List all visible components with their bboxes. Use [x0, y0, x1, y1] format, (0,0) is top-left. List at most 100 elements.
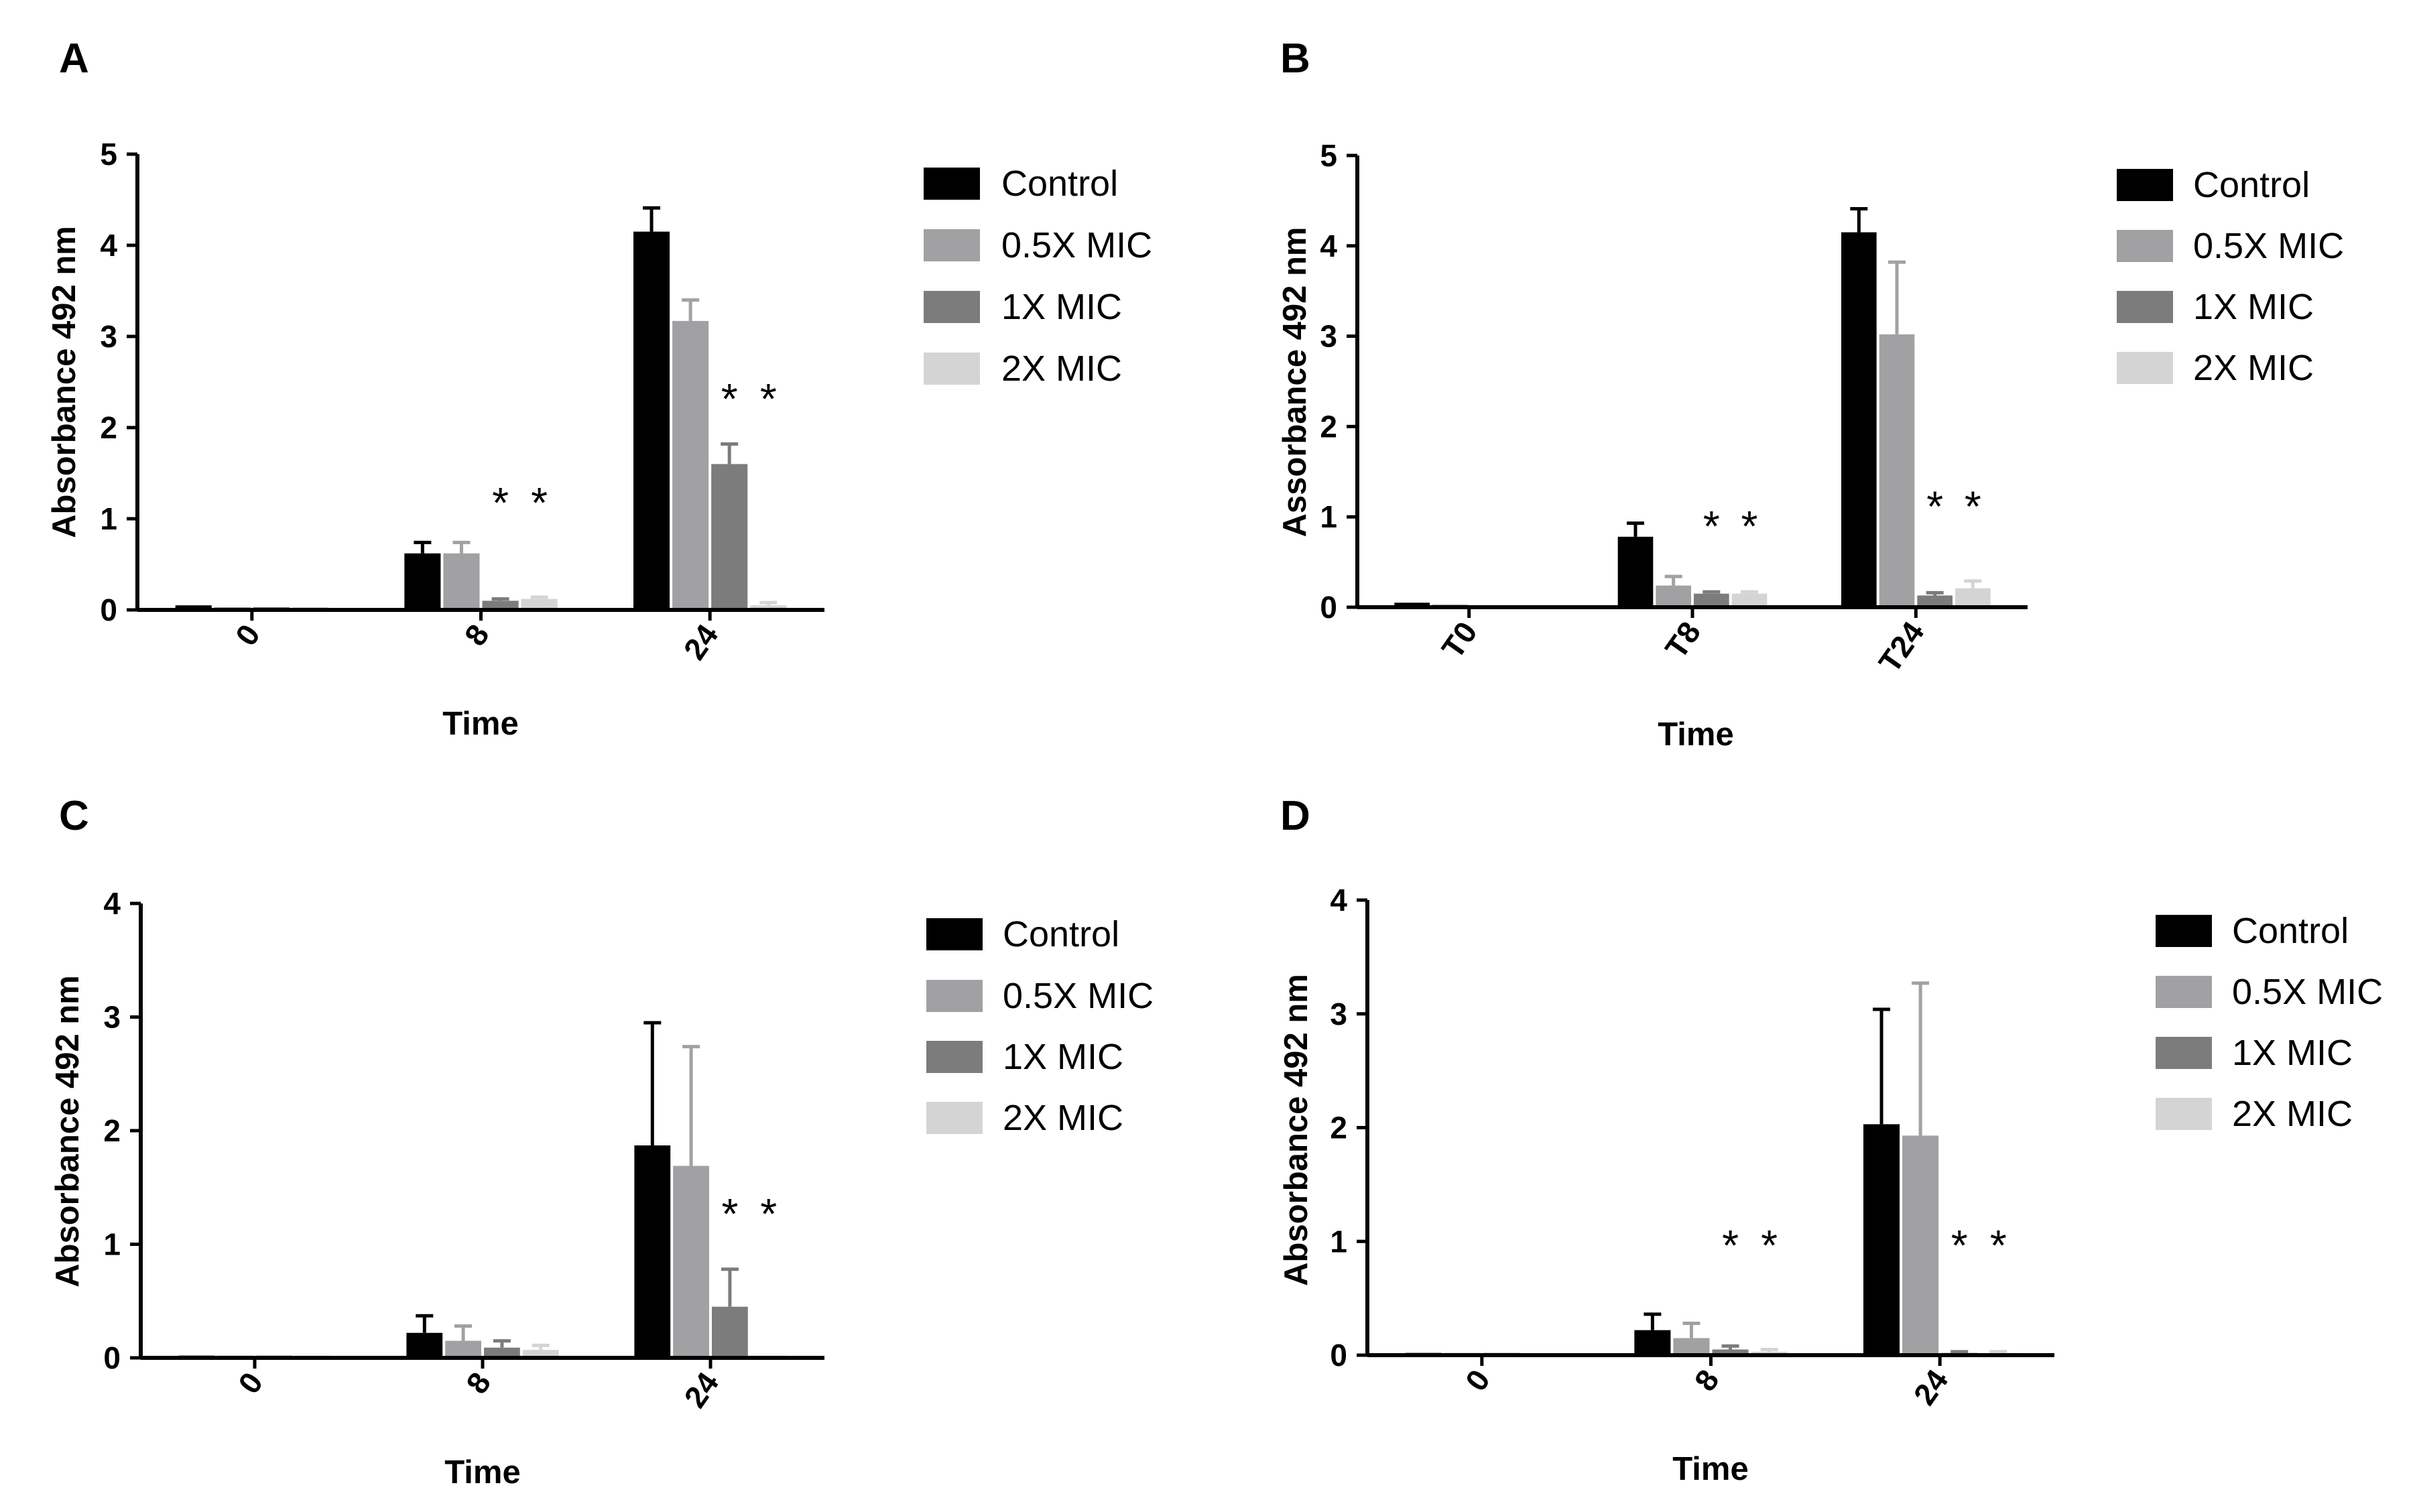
x-tick-label: 24 [677, 1366, 725, 1414]
bar-1x-mic-24 [711, 464, 748, 610]
legend-label-0.5x-mic: 0.5X MIC [2193, 226, 2344, 266]
bar-control-8 [406, 1332, 443, 1358]
bar-0.5x-mic-t8 [1656, 585, 1691, 607]
legend-label-control: Control [1001, 164, 1118, 204]
y-tick-label: 5 [1320, 138, 1337, 173]
legend-label-1x-mic: 1X MIC [1001, 287, 1122, 327]
legend-swatch-control [926, 918, 983, 950]
plot-area: 0 1 2 3 4 0 8 24 * * [103, 886, 824, 1414]
legend-swatch-control [2117, 169, 2173, 201]
bar-control-t24 [1841, 232, 1877, 608]
y-tick-label: 1 [103, 1227, 121, 1262]
bar-control-24 [1863, 1124, 1900, 1355]
legend-swatch-control [2156, 915, 2212, 947]
x-tick-label: 24 [676, 618, 725, 666]
x-tick-label: 0 [229, 618, 267, 652]
bar-control-8 [404, 553, 441, 610]
legend-label-2x-mic: 2X MIC [1001, 349, 1122, 389]
plot-area: 0 1 2 3 4 5 0 8 24 * * * * [100, 137, 824, 666]
legend-swatch-2x-mic [2156, 1098, 2212, 1130]
legend-label-1x-mic: 1X MIC [1003, 1037, 1123, 1077]
bar-control-0 [175, 605, 212, 610]
legend-swatch-0.5x-mic [2117, 230, 2173, 262]
bar-0.5x-mic-24 [673, 1166, 709, 1358]
y-tick-label: 3 [103, 1000, 121, 1035]
legend-label-control: Control [2232, 911, 2349, 951]
x-tick-label: T24 [1871, 615, 1930, 679]
y-tick-label: 0 [1330, 1338, 1347, 1373]
x-tick-label: 8 [459, 1366, 497, 1400]
x-tick-label: T0 [1434, 615, 1483, 665]
legend-swatch-control [924, 168, 980, 200]
significance-star: * [1741, 502, 1758, 550]
y-tick-label: 2 [100, 410, 117, 445]
x-tick-label: T8 [1658, 615, 1707, 665]
bar-0.5x-mic-t24 [1879, 334, 1915, 607]
bar-control-24 [634, 1145, 671, 1358]
legend-swatch-2x-mic [924, 353, 980, 385]
y-tick-label: 2 [1330, 1111, 1347, 1145]
significance-star: * [492, 479, 509, 527]
significance-star: * [1703, 502, 1720, 550]
significance-star: * [760, 1190, 777, 1238]
legend-label-control: Control [2193, 165, 2310, 205]
bar-1x-mic-8 [1712, 1349, 1749, 1355]
y-tick-label: 1 [1330, 1224, 1347, 1259]
bar-1x-mic-t24 [1917, 595, 1953, 607]
x-axis-title: Time [1658, 716, 1733, 753]
y-tick-label: 4 [1330, 883, 1347, 918]
x-axis-title: Time [444, 1454, 520, 1491]
panel-letter-B: B [1280, 36, 1310, 82]
significance-star: * [721, 1190, 738, 1238]
legend-label-2x-mic: 2X MIC [1003, 1098, 1123, 1138]
bar-0.5x-mic-24 [672, 320, 709, 610]
y-tick-label: 3 [1330, 997, 1347, 1031]
bar-control-24 [633, 231, 670, 611]
significance-star: * [1926, 483, 1943, 531]
bar-1x-mic-t8 [1694, 593, 1729, 607]
y-tick-label: 4 [1320, 229, 1337, 263]
bar-control-8 [1634, 1330, 1671, 1355]
y-tick-label: 5 [100, 137, 117, 172]
legend-label-control: Control [1003, 914, 1119, 954]
bar-2x-mic-24 [750, 605, 787, 610]
bar-2x-mic-8 [521, 598, 558, 610]
x-axis-title: Time [1672, 1451, 1748, 1487]
legend-swatch-0.5x-mic [924, 229, 980, 261]
y-tick-label: 0 [103, 1340, 121, 1375]
bar-0.5x-mic-24 [1902, 1135, 1939, 1355]
legend: Control 0.5X MIC 1X MIC 2X MIC [2156, 911, 2383, 1134]
plot-area: 0 1 2 3 4 5 T0 T8 T24 * * * * [1320, 138, 2028, 679]
significance-star: * [721, 375, 738, 423]
plot-area: 0 1 2 3 4 0 8 24 * * * * [1330, 883, 2054, 1411]
significance-star: * [1761, 1221, 1778, 1269]
y-tick-label: 4 [100, 228, 117, 263]
y-tick-label: 1 [1320, 499, 1337, 534]
y-axis-title: Absorbance 492 nm [46, 226, 82, 538]
bar-2x-mic-t8 [1731, 593, 1768, 607]
significance-star: * [1722, 1221, 1739, 1269]
legend-label-0.5x-mic: 0.5X MIC [2232, 972, 2383, 1012]
bar-control-t8 [1617, 536, 1654, 607]
x-tick-label: 8 [457, 618, 495, 652]
panel-letter-D: D [1280, 793, 1310, 839]
legend: Control 0.5X MIC 1X MIC 2X MIC [926, 914, 1154, 1138]
legend-swatch-2x-mic [926, 1102, 983, 1134]
panel-letter-C: C [59, 793, 89, 839]
x-tick-label: 24 [1906, 1363, 1955, 1411]
bar-control-t0 [1394, 603, 1430, 607]
x-tick-label: 0 [1459, 1363, 1497, 1397]
y-tick-label: 4 [103, 886, 121, 921]
panel-B: B Assorbance 492 nm Time 0 1 2 3 4 5 T0 T8 T24 * *… [1277, 36, 2344, 753]
significance-star: * [760, 375, 777, 423]
y-tick-label: 1 [100, 501, 117, 536]
bar-2x-mic-t24 [1955, 588, 1991, 607]
legend-swatch-0.5x-mic [926, 980, 983, 1012]
y-axis-title: Absorbance 492 nm [50, 975, 86, 1287]
legend-label-1x-mic: 1X MIC [2193, 287, 2314, 327]
x-tick-label: 8 [1687, 1363, 1725, 1397]
legend-label-1x-mic: 1X MIC [2232, 1033, 2353, 1073]
bar-0.5x-mic-8 [445, 1340, 481, 1358]
